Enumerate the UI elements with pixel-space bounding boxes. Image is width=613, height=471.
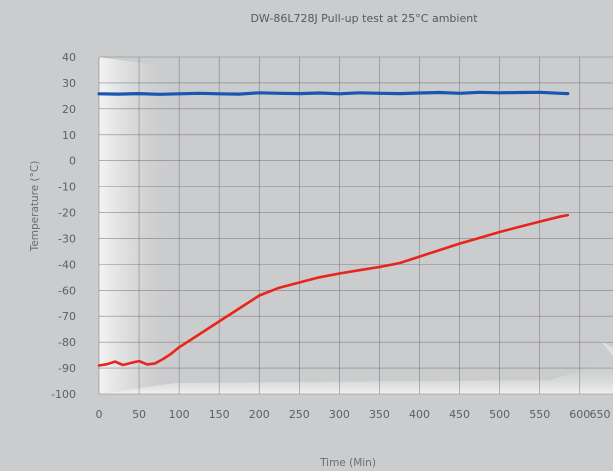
x-tick-label: 100 [169, 408, 190, 421]
series-2-line [97, 213, 570, 367]
series-group [97, 90, 570, 367]
x-tick-label: 600 [569, 408, 590, 421]
x-tick-label: 50 [132, 408, 146, 421]
x-axis-ticks: 0 50 100 150 200 250 300 350 400 450 500 550 600 650 [96, 408, 611, 421]
y-tick-label: 20 [62, 103, 76, 116]
y-tick-label: -100 [51, 388, 76, 401]
y-tick-label: -20 [58, 207, 76, 220]
y-tick-label: -90 [58, 362, 76, 375]
y-tick-label: -70 [58, 310, 76, 323]
y-tick-label: 0 [69, 155, 76, 168]
plot-left-shading [99, 57, 175, 394]
y-tick-label: 30 [62, 77, 76, 90]
y-tick-label: -60 [58, 284, 76, 297]
x-tick-label: 150 [209, 408, 230, 421]
x-tick-label: 300 [329, 408, 350, 421]
x-axis-label: Time (Min) [319, 457, 376, 469]
x-tick-label: 400 [409, 408, 430, 421]
y-tick-label: -30 [58, 232, 76, 245]
x-tick-label: 350 [369, 408, 390, 421]
x-tick-label: 500 [489, 408, 510, 421]
x-tick-label: 0 [96, 408, 103, 421]
y-tick-label: 10 [62, 129, 76, 142]
x-tick-label: 450 [449, 408, 470, 421]
plot-corner-shading [600, 340, 613, 356]
x-tick-label: 200 [249, 408, 270, 421]
y-tick-label: -40 [58, 258, 76, 271]
y-tick-label: -10 [58, 181, 76, 194]
chart-title: DW-86L728J Pull-up test at 25°C ambient [250, 12, 478, 25]
grid [98, 56, 613, 395]
plot-bottom-shading [99, 360, 613, 394]
y-tick-label: 40 [62, 51, 76, 64]
x-tick-label: 250 [289, 408, 310, 421]
x-tick-label: 550 [529, 408, 550, 421]
y-axis-ticks: 40 30 20 10 0 -10 -20 -30 -40 -60 -70 -80 -90 -100 [51, 51, 76, 401]
y-axis-label: Temperature (°C) [29, 161, 41, 253]
y-tick-label: -80 [58, 336, 76, 349]
x-tick-label: 650 [590, 408, 611, 421]
series-1-line [97, 90, 570, 96]
